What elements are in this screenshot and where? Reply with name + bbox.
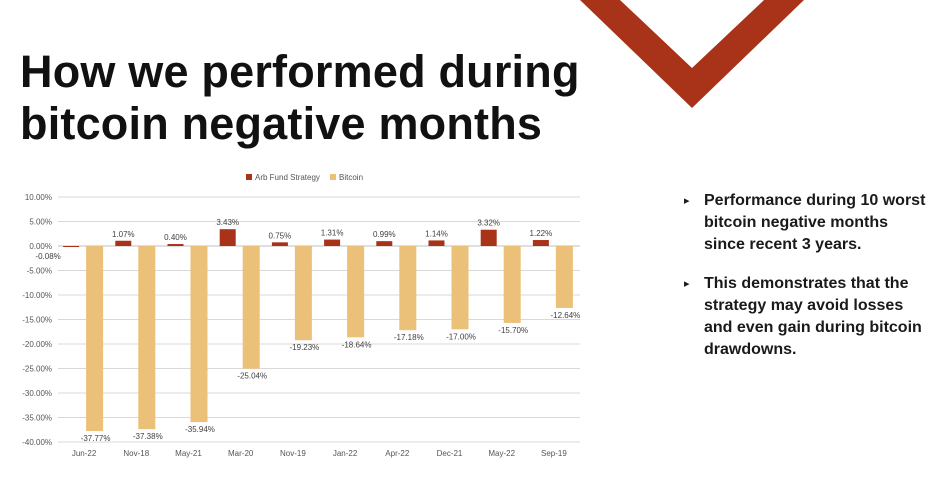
- bitcoin-data-label: -37.77%: [81, 434, 111, 443]
- arrow-bullet-icon: ▸: [684, 278, 690, 290]
- arb-fund-bar: [532, 240, 549, 246]
- bitcoin-data-label: -12.64%: [551, 311, 581, 320]
- arb-fund-bar: [63, 246, 80, 247]
- bitcoin-data-label: -15.70%: [498, 326, 528, 335]
- x-category-label: May-21: [175, 449, 202, 458]
- bullet-text-1: Performance during 10 worst bitcoin nega…: [704, 192, 926, 253]
- bitcoin-bar: [347, 246, 365, 338]
- bitcoin-data-label: -17.00%: [446, 332, 476, 341]
- x-category-label: Apr-22: [385, 449, 410, 458]
- bitcoin-data-label: -17.18%: [394, 333, 424, 342]
- x-category-label: Dec-21: [437, 449, 463, 458]
- bitcoin-bar: [451, 246, 469, 330]
- arb-fund-bar: [219, 229, 236, 246]
- chevron-shape: [580, 0, 804, 108]
- y-tick-label: -35.00%: [22, 414, 52, 423]
- bitcoin-bar: [138, 246, 156, 430]
- arrow-bullet-icon: ▸: [684, 195, 690, 207]
- arb-fund-bar: [167, 244, 184, 246]
- bitcoin-bar: [503, 246, 521, 323]
- y-tick-label: -40.00%: [22, 438, 52, 447]
- y-tick-label: -25.00%: [22, 365, 52, 374]
- x-category-label: Nov-18: [123, 449, 149, 458]
- arb-fund-data-label: 3.32%: [477, 219, 500, 228]
- bitcoin-data-label: -37.38%: [133, 432, 163, 441]
- bitcoin-bar: [294, 246, 312, 341]
- arb-fund-data-label: 1.22%: [530, 229, 553, 238]
- bitcoin-bar: [399, 246, 417, 331]
- y-tick-label: 5.00%: [29, 218, 52, 227]
- arb-fund-data-label: 1.14%: [425, 229, 448, 238]
- bitcoin-data-label: -25.04%: [237, 372, 267, 381]
- bitcoin-data-label: -18.64%: [342, 340, 372, 349]
- arb-fund-data-label: -0.08%: [35, 252, 60, 261]
- bitcoin-data-label: -19.23%: [290, 343, 320, 352]
- legend-label: Bitcoin: [339, 173, 363, 182]
- chart-legend: Arb Fund Strategy Bitcoin: [246, 173, 363, 182]
- bitcoin-bar: [86, 246, 104, 432]
- bullet-item-1: ▸ Performance during 10 worst bitcoin ne…: [682, 190, 927, 256]
- bitcoin-bar: [190, 246, 208, 423]
- arb-fund-bar: [428, 240, 445, 246]
- slide-title-line-2: bitcoin negative months: [20, 98, 543, 149]
- legend-swatch: [330, 174, 336, 180]
- arb-fund-data-label: 3.43%: [216, 218, 239, 227]
- bitcoin-data-label: -35.94%: [185, 425, 215, 434]
- x-category-label: Jun-22: [72, 449, 97, 458]
- legend-label: Arb Fund Strategy: [255, 173, 320, 182]
- x-category-label: May-22: [488, 449, 515, 458]
- bullet-item-2: ▸ This demonstrates that the strategy ma…: [682, 273, 927, 361]
- x-category-label: Mar-20: [228, 449, 254, 458]
- y-tick-label: -15.00%: [22, 316, 52, 325]
- x-category-label: Nov-19: [280, 449, 306, 458]
- slide-title-line-1: How we performed during: [20, 46, 580, 97]
- y-tick-label: -30.00%: [22, 389, 52, 398]
- bitcoin-bar: [242, 246, 260, 369]
- arb-fund-data-label: 0.99%: [373, 230, 396, 239]
- arb-fund-bar: [271, 242, 288, 246]
- arb-fund-data-label: 0.75%: [269, 231, 292, 240]
- performance-bar-chart: 10.00% 5.00% 0.00% -5.00% -10.00% -15.00% -20.…: [22, 173, 581, 458]
- arb-fund-bar: [324, 239, 341, 246]
- bullet-text-2: This demonstrates that the strategy may …: [704, 275, 922, 358]
- arb-fund-data-label: 1.07%: [112, 230, 135, 239]
- arb-fund-data-label: 1.31%: [321, 229, 344, 238]
- arb-fund-data-label: 0.40%: [164, 233, 187, 242]
- bitcoin-bar: [555, 246, 573, 308]
- x-category-label: Jan-22: [333, 449, 358, 458]
- arb-fund-bar: [115, 240, 132, 246]
- legend-swatch: [246, 174, 252, 180]
- bullet-list: ▸ Performance during 10 worst bitcoin ne…: [682, 190, 927, 378]
- y-tick-label: 0.00%: [29, 242, 52, 251]
- y-tick-label: -20.00%: [22, 340, 52, 349]
- x-category-label: Sep-19: [541, 449, 567, 458]
- slide-title: How we performed during bitcoin negative…: [20, 46, 600, 150]
- y-tick-label: -10.00%: [22, 291, 52, 300]
- arb-fund-bar: [376, 241, 393, 246]
- y-tick-label: 10.00%: [25, 193, 52, 202]
- arb-fund-bar: [480, 229, 497, 246]
- y-tick-label: -5.00%: [27, 267, 52, 276]
